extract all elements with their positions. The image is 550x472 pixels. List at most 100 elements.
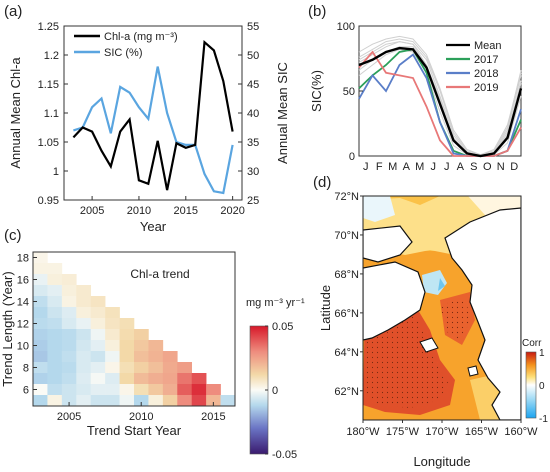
panel-c-chart: 6 8 10 12 14 16 18 2005 2010 2015 Trend Start Year… xyxy=(0,251,305,461)
ytick-right-label: 40 xyxy=(247,108,259,120)
heatmap-cell xyxy=(76,340,92,352)
heatmap-cell xyxy=(134,351,149,363)
ytick-label-b: 100 xyxy=(337,21,355,33)
panel-label-c: (c) xyxy=(4,227,22,244)
land-small-island xyxy=(467,365,479,377)
heatmap-cell xyxy=(90,384,106,396)
xtick-label: 2010 xyxy=(127,205,151,217)
heatmap-cell xyxy=(134,329,149,341)
legend-label-2019: 2019 xyxy=(474,82,498,94)
ytick-right-label: 45 xyxy=(247,79,259,91)
heatmap-cell xyxy=(33,274,48,286)
ytick-left-label: 1 xyxy=(53,166,59,178)
land-st-lawrence-island xyxy=(419,337,439,353)
month-tick-label: M xyxy=(415,161,424,173)
heatmap-cell xyxy=(47,296,63,308)
heatmap-cell xyxy=(206,384,221,396)
ytick-left-label: 1.05 xyxy=(38,137,59,149)
panel-a-chart: 0.95 1 1.05 1.1 1.15 1.2 1.25 25 30 35 40 45 50 55 200… xyxy=(8,21,290,234)
series-line-mean xyxy=(358,46,523,158)
heatmap-cell xyxy=(33,296,48,308)
ytick-label-b: 0 xyxy=(349,151,355,163)
heatmap-cell xyxy=(33,395,48,407)
heatmap-cell xyxy=(119,329,135,341)
ytick-left-label: 1.1 xyxy=(44,108,59,120)
colorbar-tick-label-d: 1 xyxy=(539,348,545,359)
colorbar-tick-label-d: 0 xyxy=(539,381,545,392)
heatmap-cell xyxy=(105,307,120,319)
heatmap-cell xyxy=(76,296,92,308)
colorbar-label-d: Corr xyxy=(522,338,542,349)
heatmap-cell xyxy=(177,373,193,385)
panel-label-d: (d) xyxy=(313,174,331,191)
heatmap-cell xyxy=(90,318,106,330)
heatmap-cell xyxy=(76,373,92,385)
ytick-right-label: 30 xyxy=(247,166,259,178)
heatmap-cell xyxy=(47,285,63,297)
heatmap-cell xyxy=(90,340,106,352)
heatmap-cell xyxy=(76,384,92,396)
ytick-right-label: 55 xyxy=(247,21,259,33)
heatmap-cell xyxy=(105,373,120,385)
chart-title-c: Chl-a trend xyxy=(130,267,189,281)
heatmap-cell xyxy=(119,373,135,385)
heatmap-cell xyxy=(61,362,77,374)
heatmap-cell xyxy=(33,285,48,297)
heatmap-cell xyxy=(148,384,164,396)
series-line-chla xyxy=(72,39,234,191)
heatmap-cell xyxy=(148,340,164,352)
heatmap-cell xyxy=(47,318,63,330)
heatmap-cell xyxy=(33,384,48,396)
colorbar-tick-label-c: 0 xyxy=(272,385,278,397)
heatmap-cell xyxy=(47,307,63,319)
heatmap-cell xyxy=(148,395,164,407)
heatmap-cell xyxy=(119,351,135,363)
y-axis-title-b: SIC(%) xyxy=(309,70,324,112)
heatmap-cell xyxy=(105,362,120,374)
heatmap-cell xyxy=(105,329,120,341)
heatmap-cell xyxy=(90,395,106,407)
month-tick-label: M xyxy=(388,161,397,173)
heatmap-cell xyxy=(105,395,120,407)
heatmap-cell xyxy=(47,373,63,385)
colorbar-label-c: mg m⁻³ yr⁻¹ xyxy=(246,297,305,309)
xtick-label-c: 2010 xyxy=(129,411,153,423)
map-negative-core xyxy=(438,278,445,291)
heatmap-cell xyxy=(90,362,106,374)
xtick-label: 2015 xyxy=(174,205,198,217)
ytick-right-label: 35 xyxy=(247,137,259,149)
heatmap-cell xyxy=(33,329,48,341)
month-tick-label: A xyxy=(457,161,465,173)
heatmap-cell xyxy=(119,395,135,407)
y-axis-title-d: Latitude xyxy=(318,285,333,331)
xtick-label-c: 2005 xyxy=(57,411,81,423)
lat-tick-label: 68°N xyxy=(334,269,359,281)
heatmap-cell xyxy=(177,395,193,407)
heatmap-cell xyxy=(61,373,77,385)
month-tick-label: J xyxy=(431,161,437,173)
heatmap-cell xyxy=(177,384,193,396)
heatmap-cell xyxy=(61,395,77,407)
lat-tick-label: 62°N xyxy=(334,386,359,398)
heatmap-cell xyxy=(148,351,164,363)
ytick-label-c: 10 xyxy=(17,341,29,353)
heatmap-cell xyxy=(33,351,48,363)
heatmap-cell xyxy=(61,318,77,330)
month-tick-label: F xyxy=(376,161,383,173)
lat-tick-label: 72°N xyxy=(334,191,359,203)
heatmap-cell xyxy=(105,351,120,363)
heatmap-cell xyxy=(76,285,92,297)
legend-label-Mean: Mean xyxy=(474,40,502,52)
lon-tick-label: 160°W xyxy=(504,426,538,438)
heatmap-cell xyxy=(148,373,164,385)
land-chukotka-north xyxy=(363,225,413,263)
legend-label-sic: SIC (%) xyxy=(104,47,143,59)
heatmap-cell xyxy=(119,362,135,374)
heatmap-cell xyxy=(134,395,149,407)
heatmap-cell xyxy=(90,351,106,363)
heatmap-cell xyxy=(105,384,120,396)
heatmap-cell xyxy=(162,362,178,374)
panel-label-a: (a) xyxy=(4,3,22,20)
map-significance-stipple-2 xyxy=(440,298,470,340)
